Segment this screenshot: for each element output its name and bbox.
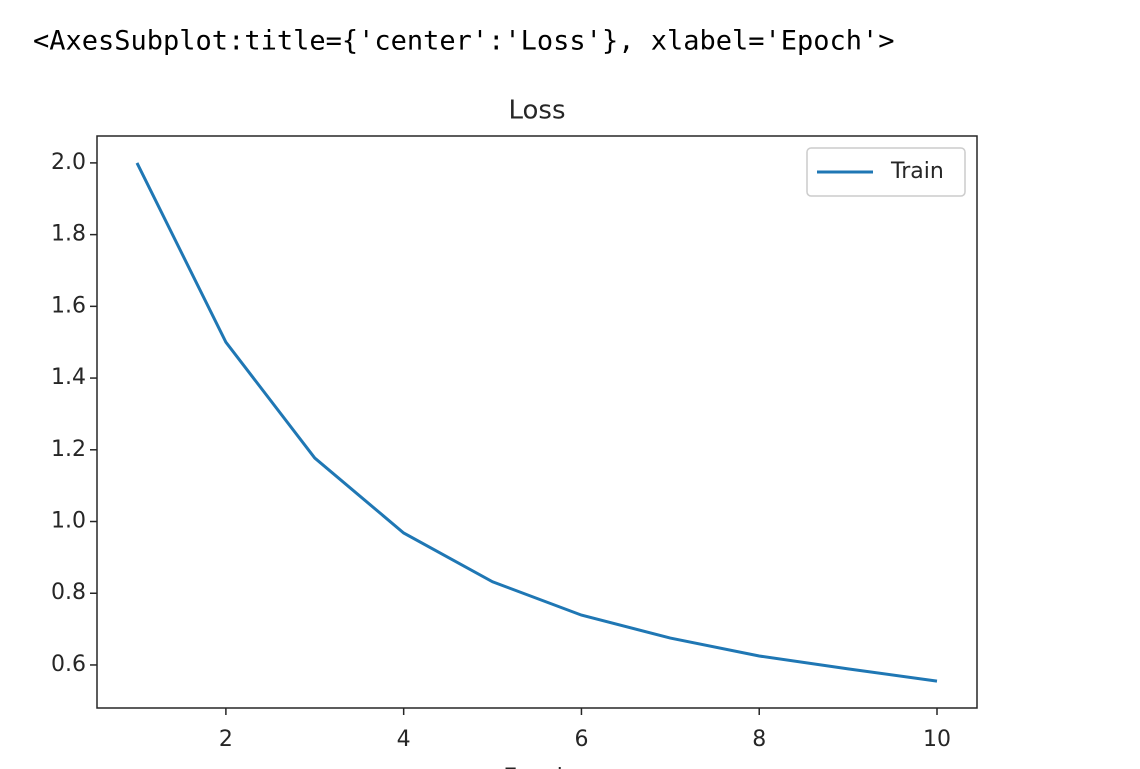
line [135, 162, 938, 683]
y-tick-label: 1.2 [51, 437, 86, 462]
x-tick-label: 2 [219, 727, 233, 752]
y-tick-label: 1.4 [51, 365, 86, 390]
x-tick-label: 6 [574, 727, 588, 752]
y-tick-label: 0.6 [51, 652, 86, 677]
y-tick-label: 0.8 [51, 580, 86, 605]
x-tick-label: 4 [397, 727, 411, 752]
y-tick-label: 1.6 [51, 293, 86, 318]
legend-label: Train [890, 159, 944, 184]
plot-frame [96, 135, 978, 709]
legend-box [806, 147, 966, 197]
x-tick-label: 8 [752, 727, 766, 752]
y-tick-label: 1.8 [51, 222, 86, 247]
x-axis-label: Epoch [503, 765, 570, 769]
y-tick-label: 2.0 [51, 150, 86, 175]
y-tick-label: 1.0 [51, 509, 86, 534]
output-text: <AxesSubplot:title={'center':'Loss'}, xl… [33, 26, 895, 57]
x-tick-label: 10 [923, 727, 951, 752]
chart-title: Loss [508, 96, 565, 126]
